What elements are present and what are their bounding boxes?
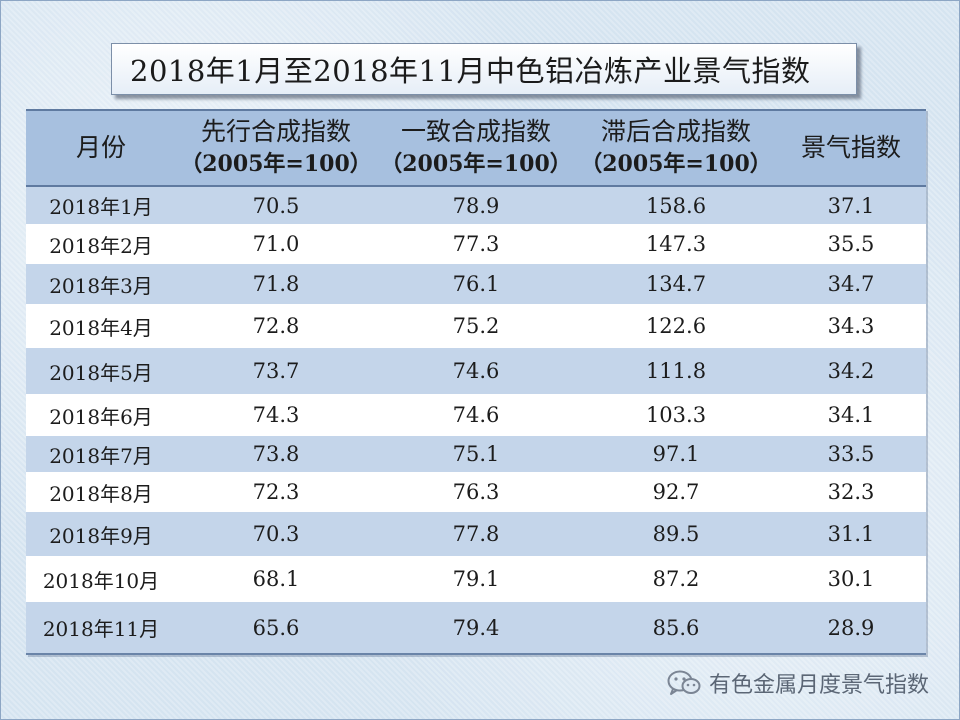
cell-prosperity: 37.1 bbox=[827, 193, 875, 218]
cell-coincident: 79.4 bbox=[452, 615, 500, 640]
index-table: 月份 先行合成指数 （2005年=100） 一致合成指数 （2005年=100）… bbox=[26, 109, 926, 655]
cell-coincident: 74.6 bbox=[452, 359, 500, 383]
cell-coincident: 78.9 bbox=[452, 193, 500, 218]
cell-lagging: 103.3 bbox=[645, 403, 707, 427]
header-lagging-index: 滞后合成指数 （2005年=100） bbox=[580, 117, 772, 177]
cell-month: 2018年11月 bbox=[42, 617, 160, 641]
table-row: 2018年7月 73.8 75.1 97.1 33.5 bbox=[26, 436, 926, 472]
cell-coincident: 75.2 bbox=[452, 314, 500, 338]
table-row: 2018年11月 65.6 79.4 85.6 28.9 bbox=[26, 602, 926, 654]
header-prosperity-index: 景气指数 bbox=[800, 133, 901, 162]
cell-month: 2018年2月 bbox=[49, 233, 153, 258]
cell-lagging: 85.6 bbox=[652, 615, 700, 640]
cell-month: 2018年7月 bbox=[49, 443, 153, 468]
cell-leading: 71.8 bbox=[252, 272, 300, 296]
cell-lagging: 111.8 bbox=[645, 359, 707, 383]
table-row: 2018年4月 72.8 75.2 122.6 34.3 bbox=[26, 304, 926, 348]
cell-leading: 73.8 bbox=[252, 442, 300, 466]
cell-prosperity: 35.5 bbox=[827, 232, 875, 256]
cell-coincident: 77.3 bbox=[452, 232, 500, 256]
cell-month: 2018年9月 bbox=[49, 523, 153, 548]
cell-leading: 74.3 bbox=[252, 403, 300, 427]
cell-lagging: 134.7 bbox=[645, 272, 707, 296]
cell-prosperity: 34.2 bbox=[827, 359, 875, 383]
cell-coincident: 75.1 bbox=[452, 442, 500, 466]
source-watermark: 有色金属月度景气指数 bbox=[667, 667, 929, 699]
cell-month: 2018年8月 bbox=[49, 481, 153, 506]
table-header-row: 月份 先行合成指数 （2005年=100） 一致合成指数 （2005年=100）… bbox=[26, 110, 926, 186]
cell-prosperity: 32.3 bbox=[827, 480, 875, 504]
cell-leading: 73.7 bbox=[252, 359, 300, 383]
cell-prosperity: 33.5 bbox=[827, 442, 875, 466]
cell-month: 2018年4月 bbox=[49, 315, 153, 340]
cell-month: 2018年1月 bbox=[49, 195, 153, 219]
cell-lagging: 97.1 bbox=[652, 442, 700, 466]
wechat-icon bbox=[667, 670, 701, 695]
header-leading-index: 先行合成指数 （2005年=100） bbox=[180, 117, 372, 177]
cell-prosperity: 34.7 bbox=[827, 272, 875, 296]
cell-month: 2018年10月 bbox=[42, 568, 160, 593]
table-row: 2018年3月 71.8 76.1 134.7 34.7 bbox=[26, 264, 926, 304]
watermark-text: 有色金属月度景气指数 bbox=[708, 673, 929, 698]
cell-lagging: 147.3 bbox=[645, 232, 707, 256]
cell-coincident: 77.8 bbox=[452, 522, 500, 546]
cell-leading: 68.1 bbox=[252, 567, 300, 591]
cell-coincident: 76.1 bbox=[452, 272, 500, 296]
cell-leading: 71.0 bbox=[252, 232, 300, 256]
cell-lagging: 89.5 bbox=[652, 522, 700, 546]
cell-lagging: 122.6 bbox=[645, 314, 707, 338]
cell-month: 2018年3月 bbox=[49, 273, 153, 298]
cell-prosperity: 28.9 bbox=[827, 615, 875, 640]
cell-coincident: 74.6 bbox=[452, 403, 500, 427]
cell-leading: 65.6 bbox=[252, 615, 300, 640]
table-row: 2018年5月 73.7 74.6 111.8 34.2 bbox=[26, 348, 926, 394]
table-row: 2018年1月 70.5 78.9 158.6 37.1 bbox=[26, 186, 926, 224]
cell-coincident: 76.3 bbox=[452, 480, 500, 504]
header-month: 月份 bbox=[75, 133, 126, 162]
cell-prosperity: 34.1 bbox=[827, 403, 875, 427]
table-row: 2018年8月 72.3 76.3 92.7 32.3 bbox=[26, 472, 926, 512]
cell-prosperity: 34.3 bbox=[827, 314, 875, 338]
cell-lagging: 92.7 bbox=[652, 480, 700, 504]
table-row: 2018年9月 70.3 77.8 89.5 31.1 bbox=[26, 512, 926, 556]
cell-leading: 72.8 bbox=[252, 314, 300, 338]
header-coincident-index: 一致合成指数 （2005年=100） bbox=[380, 117, 572, 177]
cell-prosperity: 31.1 bbox=[827, 522, 875, 546]
cell-prosperity: 30.1 bbox=[827, 567, 875, 591]
cell-month: 2018年5月 bbox=[49, 360, 153, 385]
cell-lagging: 158.6 bbox=[645, 193, 707, 218]
cell-lagging: 87.2 bbox=[652, 567, 700, 591]
table-row: 2018年2月 71.0 77.3 147.3 35.5 bbox=[26, 224, 926, 264]
cell-leading: 70.3 bbox=[252, 522, 300, 546]
table-row: 2018年6月 74.3 74.6 103.3 34.1 bbox=[26, 394, 926, 436]
cell-leading: 70.5 bbox=[252, 193, 300, 218]
cell-month: 2018年6月 bbox=[49, 404, 153, 429]
cell-coincident: 79.1 bbox=[452, 567, 500, 591]
cell-leading: 72.3 bbox=[252, 480, 300, 504]
page-title: 2018年1月至2018年11月中色铝冶炼产业景气指数 bbox=[130, 54, 811, 88]
table-row: 2018年10月 68.1 79.1 87.2 30.1 bbox=[26, 556, 926, 602]
title-box: 2018年1月至2018年11月中色铝冶炼产业景气指数 bbox=[111, 43, 857, 95]
